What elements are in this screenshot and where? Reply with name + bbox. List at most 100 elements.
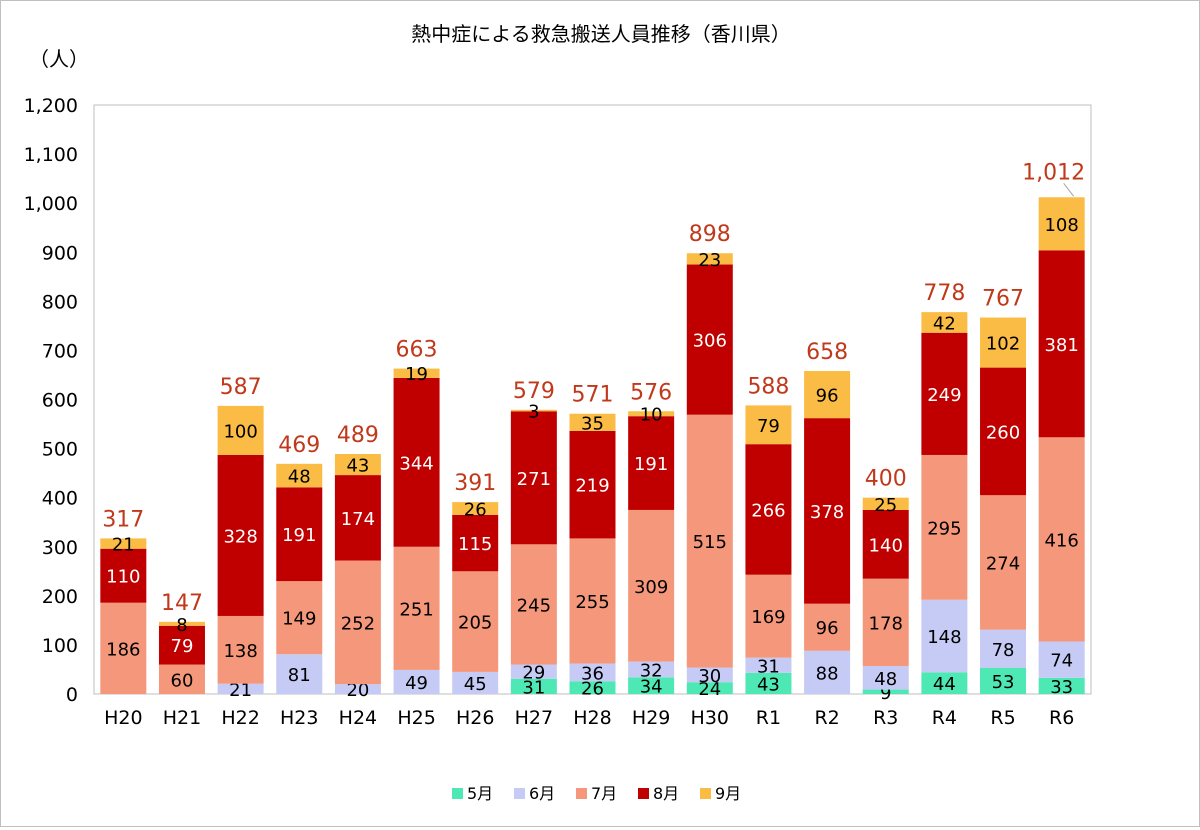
total-label: 898: [689, 222, 731, 247]
y-tick-label: 400: [42, 488, 78, 510]
bar-segment-R3-5月: [862, 689, 909, 694]
bar-segment-R5-6月: [980, 629, 1027, 668]
total-label: 767: [982, 287, 1024, 312]
bar-segment-R4-6月: [921, 599, 968, 673]
legend-label: 8月: [653, 784, 679, 803]
data-label: 115: [458, 534, 492, 555]
bar-segment-H22-9月: [217, 405, 264, 455]
legend-label: 9月: [715, 784, 741, 803]
y-tick-label: 500: [42, 439, 78, 461]
y-tick-label: 800: [42, 291, 78, 313]
bar-segment-H26-8月: [452, 514, 499, 572]
bar-segment-H28-9月: [569, 413, 616, 431]
data-label: 255: [575, 592, 609, 613]
data-label: 81: [288, 665, 311, 686]
data-label: 260: [986, 422, 1020, 443]
data-label: 191: [282, 525, 316, 546]
data-label: 78: [992, 640, 1015, 661]
data-label: 36: [581, 663, 604, 684]
x-tick-label: H30: [691, 707, 729, 729]
bar-segment-R4-7月: [921, 454, 968, 600]
data-label: 186: [106, 639, 140, 660]
data-label: 44: [933, 674, 956, 695]
x-tick-label: H26: [456, 707, 494, 729]
data-label: 108: [1044, 215, 1078, 236]
y-tick-label: 300: [42, 537, 78, 559]
x-tick-label: R1: [756, 707, 781, 729]
data-label: 110: [106, 567, 140, 588]
data-label: 252: [341, 613, 375, 634]
bar-segment-R6-6月: [1038, 641, 1085, 678]
data-label: 344: [399, 453, 433, 474]
x-tick-label: H21: [163, 707, 201, 729]
bar-segment-H25-7月: [393, 546, 440, 670]
bar-segment-R1-9月: [745, 405, 792, 445]
bar-segment-H30-7月: [686, 414, 733, 668]
data-label: 32: [640, 660, 663, 681]
data-label: 174: [341, 509, 375, 530]
x-tick-label: R4: [932, 707, 957, 729]
bar-segment-R5-7月: [980, 495, 1027, 630]
bar-segment-H30-8月: [686, 264, 733, 415]
bar-segment-H21-9月: [158, 621, 205, 626]
data-label: 23: [698, 250, 721, 271]
bar-segment-R5-9月: [980, 317, 1027, 368]
data-label: 205: [458, 613, 492, 634]
data-label: 26: [464, 499, 487, 520]
data-label: 381: [1044, 335, 1078, 356]
x-tick-label: H28: [573, 707, 611, 729]
data-label: 42: [933, 313, 956, 334]
bar-segment-H29-9月: [628, 411, 675, 417]
data-label: 26: [581, 679, 604, 700]
data-label: 43: [757, 674, 780, 695]
legend-label: 5月: [467, 784, 493, 803]
x-tick-label: H29: [632, 707, 670, 729]
bar-segment-R4-5月: [921, 672, 968, 694]
data-label: 88: [816, 663, 839, 684]
data-label: 31: [522, 677, 545, 698]
total-label: 579: [513, 379, 555, 404]
total-label: 317: [102, 507, 144, 532]
x-tick-label: H20: [104, 707, 142, 729]
bar-segment-R2-7月: [804, 603, 851, 651]
data-label: 178: [869, 613, 903, 634]
bar-segment-H29-8月: [628, 416, 675, 510]
bar-segment-H23-7月: [276, 581, 323, 655]
y-axis-unit-label: （人）: [29, 47, 89, 71]
x-tick-label: R5: [990, 707, 1015, 729]
bar-segment-H25-9月: [393, 368, 440, 378]
bar-segment-R4-9月: [921, 312, 968, 333]
bar-segment-H30-6月: [686, 667, 733, 683]
data-label: 378: [810, 502, 844, 523]
bar-segment-R2-8月: [804, 418, 851, 604]
bar-segment-H20-7月: [100, 602, 147, 694]
total-leader-line: [1063, 182, 1075, 197]
data-label: 20: [346, 680, 369, 701]
total-label: 1,012: [1022, 160, 1085, 185]
data-label: 96: [816, 618, 839, 639]
bar-segment-R1-7月: [745, 574, 792, 658]
bar-segment-H29-5月: [628, 677, 675, 694]
x-tick-label: H23: [280, 707, 318, 729]
total-label: 400: [865, 467, 907, 492]
data-label: 3: [528, 402, 539, 423]
data-label: 100: [223, 421, 257, 442]
data-label: 29: [522, 663, 545, 684]
data-label: 43: [346, 456, 369, 477]
y-tick-label: 200: [42, 586, 78, 608]
data-label: 102: [986, 334, 1020, 355]
data-label: 295: [927, 518, 961, 539]
bar-segment-H30-9月: [686, 253, 733, 265]
data-label: 10: [640, 405, 663, 426]
x-tick-label: H25: [397, 707, 435, 729]
bar-segment-H24-7月: [334, 560, 381, 685]
data-label: 219: [575, 476, 609, 497]
total-label: 576: [630, 380, 672, 405]
bar-segment-R2-9月: [804, 371, 851, 419]
bar-segment-H28-7月: [569, 538, 616, 664]
total-label: 147: [161, 591, 203, 616]
bar-segment-R6-7月: [1038, 437, 1085, 642]
total-label: 658: [806, 340, 848, 365]
